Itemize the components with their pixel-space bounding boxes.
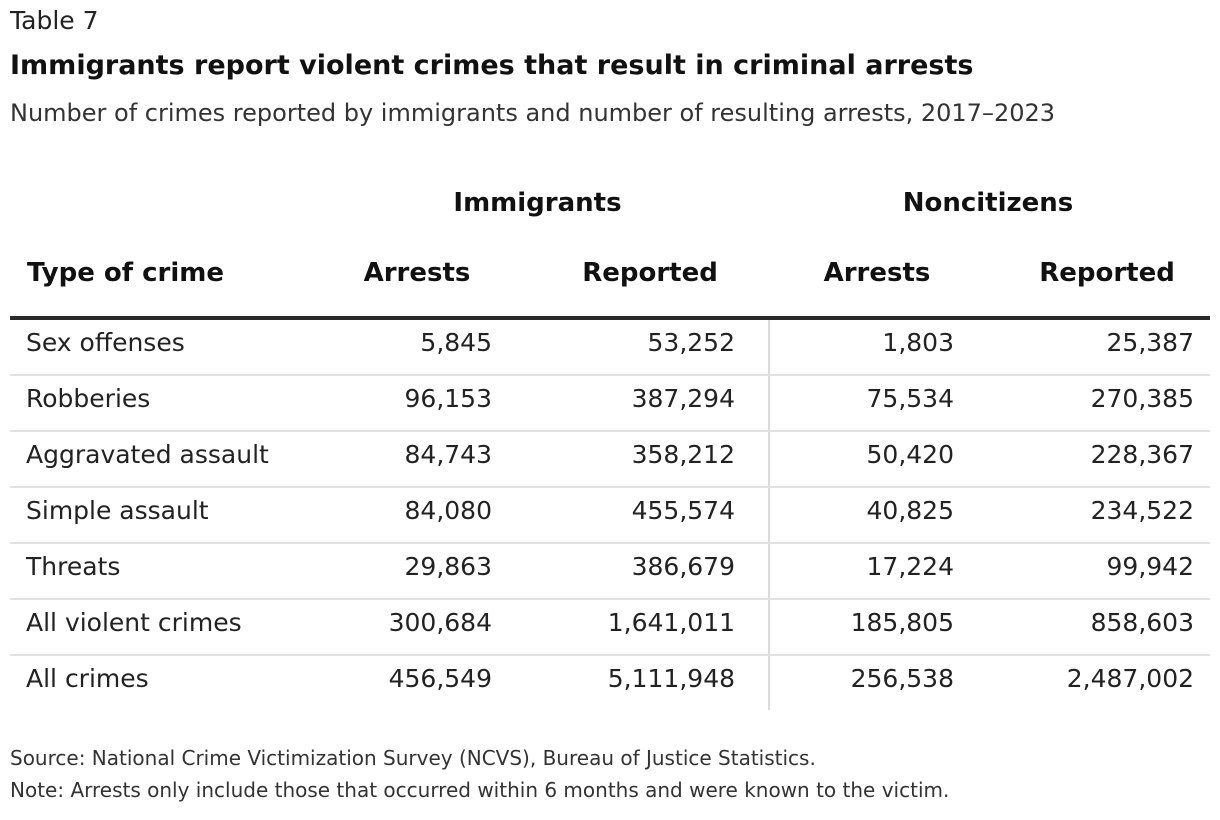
noncitizens-reported-cell: 2,487,002 (1066, 664, 1194, 693)
group-header-noncitizens: Noncitizens (902, 188, 1074, 218)
immigrants-reported-cell: 455,574 (631, 496, 735, 525)
immigrants-arrests-cell: 96,153 (404, 384, 492, 413)
source-note: Source: National Crime Victimization Sur… (10, 746, 816, 770)
crime-type-cell: All crimes (26, 664, 149, 693)
immigrants-arrests-cell: 84,080 (404, 496, 492, 525)
immigrants-reported-cell: 386,679 (631, 552, 735, 581)
group-header-immigrants: Immigrants (453, 188, 622, 218)
crime-type-cell: Threats (26, 552, 121, 581)
column-header-immigrants-reported: Reported (582, 258, 718, 288)
crime-type-cell: Sex offenses (26, 328, 185, 357)
noncitizens-reported-cell: 99,942 (1106, 552, 1194, 581)
immigrants-arrests-cell: 300,684 (388, 608, 492, 637)
table-row: Simple assault 84,080 455,574 40,825 234… (10, 488, 1210, 544)
crime-type-cell: Aggravated assault (26, 440, 269, 469)
noncitizens-arrests-cell: 185,805 (850, 608, 954, 637)
noncitizens-arrests-cell: 17,224 (866, 552, 954, 581)
immigrants-reported-cell: 387,294 (631, 384, 735, 413)
table-row: Robberies 96,153 387,294 75,534 270,385 (10, 376, 1210, 432)
table-row: Sex offenses 5,845 53,252 1,803 25,387 (10, 320, 1210, 376)
immigrants-arrests-cell: 29,863 (404, 552, 492, 581)
column-header-noncitizens-reported: Reported (1039, 258, 1175, 288)
immigrants-reported-cell: 5,111,948 (607, 664, 735, 693)
table-body: Sex offenses 5,845 53,252 1,803 25,387 R… (10, 320, 1210, 712)
crime-type-cell: Robberies (26, 384, 151, 413)
immigrants-reported-cell: 1,641,011 (607, 608, 735, 637)
noncitizens-reported-cell: 270,385 (1090, 384, 1194, 413)
group-divider (768, 320, 770, 710)
column-header-noncitizens-arrests: Arrests (823, 258, 931, 288)
table-row: All crimes 456,549 5,111,948 256,538 2,4… (10, 656, 1210, 712)
column-header-type: Type of crime (27, 258, 224, 288)
immigrants-arrests-cell: 84,743 (404, 440, 492, 469)
immigrants-arrests-cell: 5,845 (420, 328, 492, 357)
noncitizens-arrests-cell: 256,538 (850, 664, 954, 693)
header-rule (10, 316, 1210, 320)
table-title: Immigrants report violent crimes that re… (10, 50, 974, 81)
noncitizens-reported-cell: 228,367 (1090, 440, 1194, 469)
immigrants-arrests-cell: 456,549 (388, 664, 492, 693)
table-row: Aggravated assault 84,743 358,212 50,420… (10, 432, 1210, 488)
table-row: Threats 29,863 386,679 17,224 99,942 (10, 544, 1210, 600)
noncitizens-arrests-cell: 1,803 (882, 328, 954, 357)
noncitizens-reported-cell: 234,522 (1090, 496, 1194, 525)
table-label: Table 7 (10, 6, 99, 35)
table-subtitle: Number of crimes reported by immigrants … (10, 99, 1056, 127)
noncitizens-reported-cell: 25,387 (1106, 328, 1194, 357)
table-row: All violent crimes 300,684 1,641,011 185… (10, 600, 1210, 656)
noncitizens-arrests-cell: 40,825 (866, 496, 954, 525)
column-header-immigrants-arrests: Arrests (363, 258, 471, 288)
noncitizens-arrests-cell: 75,534 (866, 384, 954, 413)
crime-type-cell: All violent crimes (26, 608, 242, 637)
noncitizens-reported-cell: 858,603 (1090, 608, 1194, 637)
immigrants-reported-cell: 53,252 (647, 328, 735, 357)
noncitizens-arrests-cell: 50,420 (866, 440, 954, 469)
crime-type-cell: Simple assault (26, 496, 209, 525)
footnote: Note: Arrests only include those that oc… (10, 778, 950, 802)
immigrants-reported-cell: 358,212 (631, 440, 735, 469)
